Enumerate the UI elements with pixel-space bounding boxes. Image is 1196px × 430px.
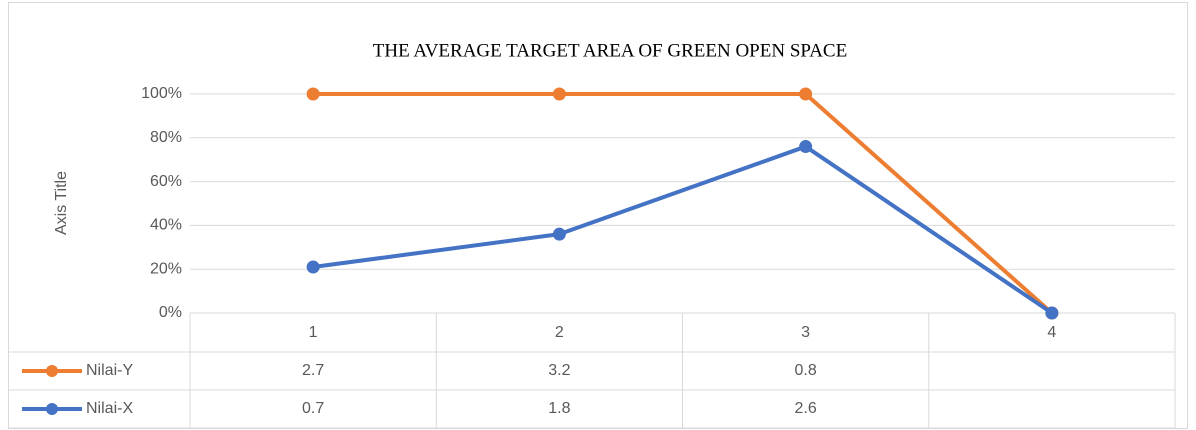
series-line [312,144,1053,315]
y-tick-label: 0% [159,304,182,321]
table-cell: 2.7 [302,362,324,379]
y-tick-label: 20% [150,260,182,277]
chart-title: THE AVERAGE TARGET AREA OF GREEN OPEN SP… [373,40,847,61]
y-tick-label: 100% [141,85,182,102]
point [552,87,566,101]
point [306,260,320,274]
x-tick-label: 3 [801,324,810,341]
table-cell: 2.6 [795,400,817,417]
chart-border [8,2,1188,429]
point [306,87,320,101]
table-cell: 0.8 [795,362,817,379]
point [1045,306,1059,320]
table-cell: 3.2 [548,362,570,379]
table-cell: 1.8 [548,400,570,417]
y-tick-label: 80% [150,129,182,146]
x-tick-label: 2 [555,324,564,341]
legend-label: Nilai-X [86,400,133,417]
point [552,227,566,241]
legend-label: Nilai-Y [86,362,133,379]
legend-marker [46,403,58,415]
x-tick-label: 4 [1047,324,1056,341]
table-cell: 0.7 [302,400,324,417]
y-tick-label: 40% [150,217,182,234]
series-line [313,92,1054,315]
point [799,87,813,101]
y-tick-label: 60% [150,173,182,190]
point [799,140,813,154]
y-axis-title: Axis Title [53,171,70,235]
x-tick-label: 1 [309,324,318,341]
legend-marker [46,365,58,377]
